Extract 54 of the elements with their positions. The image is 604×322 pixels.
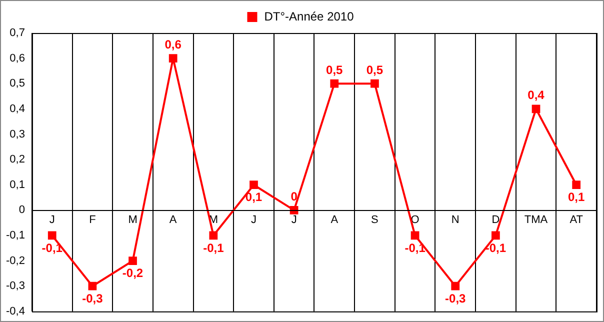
data-label: 0,5 xyxy=(366,62,384,77)
x-tick-label: O xyxy=(410,214,420,226)
point xyxy=(290,206,298,214)
x-tick-label: TMA xyxy=(524,214,548,226)
point xyxy=(209,231,218,240)
y-tick-label: 0,5 xyxy=(10,78,25,90)
data-label: -0,2 xyxy=(122,266,144,280)
y-tick-label: 0,2 xyxy=(10,154,25,166)
data-label: 0 xyxy=(290,189,298,204)
x-tick-label: J xyxy=(291,214,297,226)
x-tick-label: A xyxy=(169,214,178,226)
point xyxy=(168,54,178,62)
data-label: 0,6 xyxy=(164,38,182,52)
point xyxy=(370,79,379,88)
y-tick-label: 0,6 xyxy=(10,52,25,64)
point xyxy=(410,231,420,240)
data-label: -0,1 xyxy=(404,240,426,255)
point xyxy=(250,180,258,190)
data-label: 0,5 xyxy=(326,62,344,77)
data-label: -0,3 xyxy=(445,291,466,306)
x-tick-label: S xyxy=(371,214,378,226)
x-tick-label: M xyxy=(128,214,138,226)
point xyxy=(451,282,460,290)
point xyxy=(532,104,540,114)
y-tick-label: 0,3 xyxy=(10,128,25,140)
point xyxy=(572,180,581,190)
point xyxy=(88,282,97,290)
data-label: -0,1 xyxy=(485,240,506,255)
y-tick-label: -0,2 xyxy=(6,254,25,267)
x-tick-label: F xyxy=(89,214,96,226)
x-tick-label: AT xyxy=(570,214,584,226)
data-label: 0,1 xyxy=(568,190,585,204)
y-tick-label: -0,1 xyxy=(6,230,25,242)
data-label: -0,3 xyxy=(82,291,104,306)
data-label: 0,1 xyxy=(245,190,262,204)
x-tick-label: J xyxy=(49,214,55,226)
point xyxy=(128,256,137,265)
x-tick-label: D xyxy=(492,214,500,226)
data-label: -0,1 xyxy=(42,240,63,255)
y-tick-label: -0,3 xyxy=(6,280,25,292)
point xyxy=(492,231,500,240)
x-tick-label: J xyxy=(250,214,256,226)
x-tick-label: A xyxy=(330,214,339,226)
y-tick-label: 0,4 xyxy=(10,102,25,115)
y-tick-label: 0,7 xyxy=(10,27,25,40)
x-tick-label: N xyxy=(451,214,460,226)
point xyxy=(48,231,56,240)
legend-label: DT°-Année 2010 xyxy=(264,9,354,24)
y-tick-label: -0,4 xyxy=(6,305,25,318)
y-tick-label: 0,1 xyxy=(10,178,25,191)
y-tick-label: 0 xyxy=(18,204,25,216)
data-label: 0,4 xyxy=(528,88,545,102)
data-label: -0,1 xyxy=(203,240,224,255)
point xyxy=(330,79,339,88)
